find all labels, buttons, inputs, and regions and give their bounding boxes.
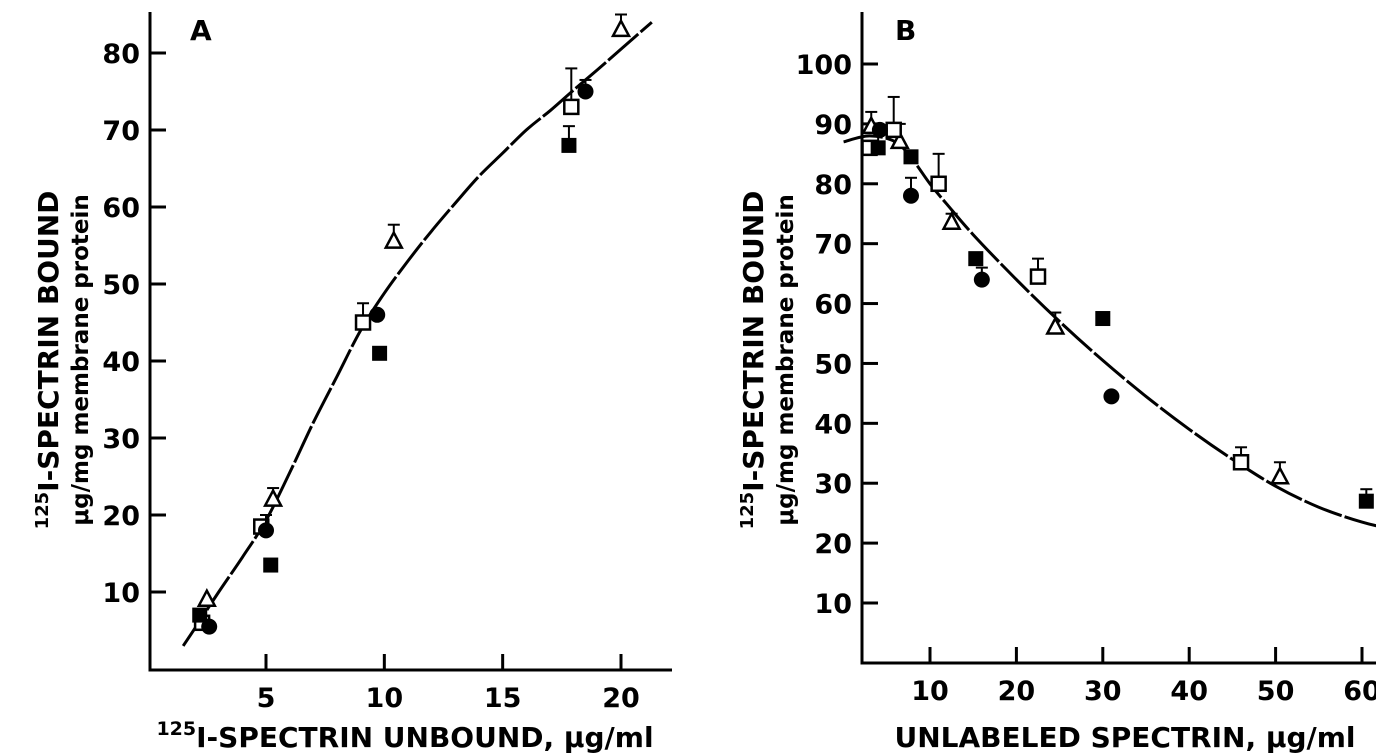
data-point-open-triangle (263, 487, 284, 507)
panel-b-x-axis-title: UNLABELED SPECTRIN, μg/ml (894, 721, 1355, 754)
data-point-open-square (354, 314, 372, 331)
data-point-open-triangle (1045, 315, 1066, 335)
x-tick-label: 20 (602, 683, 640, 714)
x-tick-label: 40 (1170, 676, 1208, 707)
panel-a-fit-curve (181, 21, 653, 647)
data-point-filled-square (263, 557, 279, 573)
y-tick-label: 10 (102, 578, 140, 609)
data-point-filled-circle (577, 83, 594, 100)
y-tick-label: 50 (814, 349, 852, 380)
panel-a-x-axis-superscript: 125 (156, 718, 196, 740)
y-tick-label: 80 (102, 39, 140, 70)
panel-b-y-axis-title-line1: I-SPECTRIN BOUND (737, 191, 770, 492)
data-point-filled-square (372, 345, 388, 361)
panel-b-fit-curve (843, 134, 1376, 528)
data-point-open-triangle (383, 229, 404, 249)
y-tick-label: 60 (102, 193, 140, 224)
panel-b-y-axis-subtitle: μg/mg membrane protein (773, 194, 799, 526)
data-point-open-triangle (1269, 465, 1291, 485)
y-tick-label: 90 (814, 110, 852, 141)
x-tick-label: 10 (911, 676, 949, 707)
panel-a-y-axis-superscript: 125 (32, 492, 53, 530)
y-tick-label: 20 (102, 501, 140, 532)
y-tick-label: 70 (814, 230, 852, 261)
panel-a-y-axis-subtitle: μg/mg membrane protein (68, 194, 94, 526)
y-tick-label: 30 (814, 469, 852, 500)
x-tick-label: 60 (1343, 676, 1376, 707)
y-tick-label: 40 (814, 409, 852, 440)
data-point-open-triangle (941, 211, 962, 230)
panel-b-axes (860, 12, 1376, 665)
y-tick-label: 100 (796, 50, 852, 81)
data-point-open-triangle (889, 130, 910, 150)
data-point-open-triangle (610, 18, 632, 38)
x-tick-label: 5 (257, 683, 276, 714)
x-tick-label: 15 (484, 683, 522, 714)
panel-b: B 10 20 30 40 50 60 70 80 90 100 10 20 30 40 50 60 125… (737, 12, 1376, 754)
data-point-filled-square (561, 137, 577, 153)
y-tick-label: 20 (814, 529, 852, 560)
data-point-open-triangle (196, 588, 217, 607)
y-tick-label: 50 (102, 270, 140, 301)
panel-a-x-axis-title: 125I-SPECTRIN UNBOUND, μg/ml (156, 718, 653, 754)
data-point-filled-circle (258, 522, 274, 539)
data-point-open-square (1029, 268, 1047, 285)
x-tick-label: 50 (1257, 676, 1295, 707)
panel-a-y-axis-title-line1: I-SPECTRIN BOUND (32, 191, 65, 492)
x-tick-label: 30 (1084, 676, 1122, 707)
data-point-filled-square (1095, 311, 1111, 327)
data-point-filled-circle (201, 618, 218, 635)
data-point-filled-square (870, 140, 886, 156)
data-point-filled-square (903, 149, 919, 165)
data-point-open-square (563, 98, 580, 116)
data-point-filled-square (192, 607, 208, 623)
data-point-filled-circle (1103, 388, 1120, 405)
data-point-open-square (885, 121, 902, 139)
y-tick-label: 40 (102, 347, 140, 378)
panel-a-label: A (190, 14, 212, 47)
panel-a-data-points (192, 13, 632, 635)
y-tick-label: 80 (814, 170, 852, 201)
panel-b-data-points (861, 95, 1374, 509)
panel-b-y-axis-superscript: 125 (737, 492, 758, 530)
panel-b-y-axis-title: 125I-SPECTRIN BOUND (737, 191, 770, 530)
y-tick-label: 30 (102, 424, 140, 455)
panel-a-y-ticks: 10 20 30 40 50 60 70 80 (102, 39, 166, 609)
panel-a-axes (148, 12, 672, 672)
data-point-open-square (930, 175, 947, 193)
x-tick-label: 10 (366, 683, 404, 714)
x-tick-label: 20 (998, 676, 1036, 707)
data-point-filled-circle (871, 121, 888, 138)
panel-b-y-ticks: 10 20 30 40 50 60 70 80 90 100 (796, 50, 878, 620)
data-point-filled-square (1358, 493, 1374, 509)
data-point-filled-square (968, 251, 984, 267)
panel-b-x-ticks: 10 20 30 40 50 60 (911, 647, 1376, 707)
data-point-filled-circle (369, 306, 386, 323)
data-point-filled-circle (902, 187, 919, 204)
data-point-open-square (1232, 454, 1250, 471)
panel-b-label: B (895, 14, 916, 47)
y-tick-label: 60 (814, 290, 852, 321)
panel-a-x-ticks: 5 10 15 20 (257, 654, 640, 714)
panel-a-y-axis-title: 125I-SPECTRIN BOUND (32, 191, 65, 530)
y-tick-label: 70 (102, 116, 140, 147)
panel-a-x-axis-title-text: I-SPECTRIN UNBOUND, μg/ml (196, 721, 653, 754)
data-point-filled-circle (973, 271, 990, 288)
y-tick-label: 10 (814, 589, 852, 620)
